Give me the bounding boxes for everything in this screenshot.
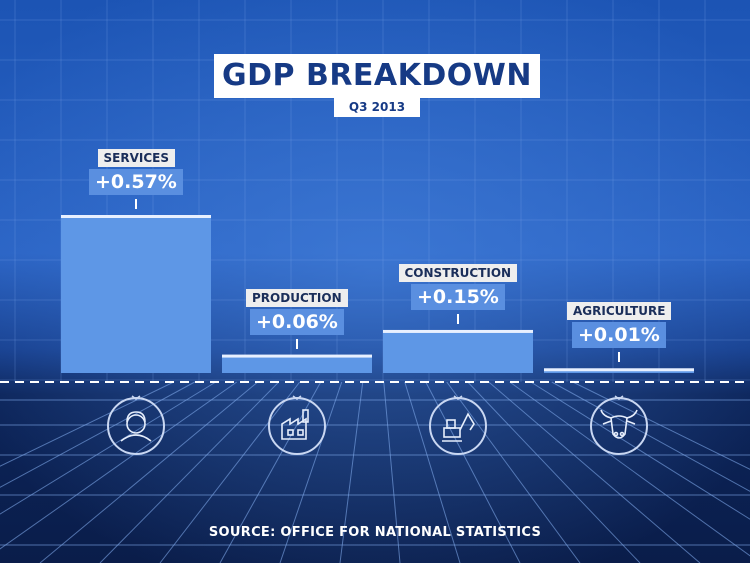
bar-top-edge (61, 215, 211, 218)
value-label: +0.01% (572, 322, 666, 349)
bar-construction (383, 331, 533, 373)
category-label: CONSTRUCTION (398, 263, 518, 282)
label-tick (618, 352, 620, 363)
category-label: AGRICULTURE (567, 302, 672, 321)
cow-icon (590, 395, 648, 455)
bar-series (61, 215, 694, 373)
value-label: +0.15% (411, 283, 505, 310)
category-label: PRODUCTION (246, 288, 348, 307)
label-tick (135, 199, 137, 209)
chart-title: GDP BREAKDOWN (214, 54, 540, 98)
excavator-icon (429, 395, 487, 455)
factory-icon (268, 395, 326, 455)
bar-top-edge (544, 368, 694, 372)
bar-top-edge (383, 329, 533, 333)
chart-subtitle: Q3 2013 (334, 97, 420, 117)
label-tick (457, 313, 459, 324)
category-icons (107, 395, 648, 455)
bar-services (61, 217, 211, 373)
source-note: SOURCE: OFFICE FOR NATIONAL STATISTICS (208, 525, 542, 540)
bar-top-edge (222, 354, 372, 358)
value-label: +0.06% (250, 308, 344, 335)
category-label: SERVICES (97, 149, 175, 167)
worker-icon (107, 395, 165, 455)
value-label: +0.57% (89, 169, 183, 195)
label-tick (296, 338, 298, 349)
bar-production (222, 356, 372, 373)
bar-agriculture (544, 370, 694, 373)
